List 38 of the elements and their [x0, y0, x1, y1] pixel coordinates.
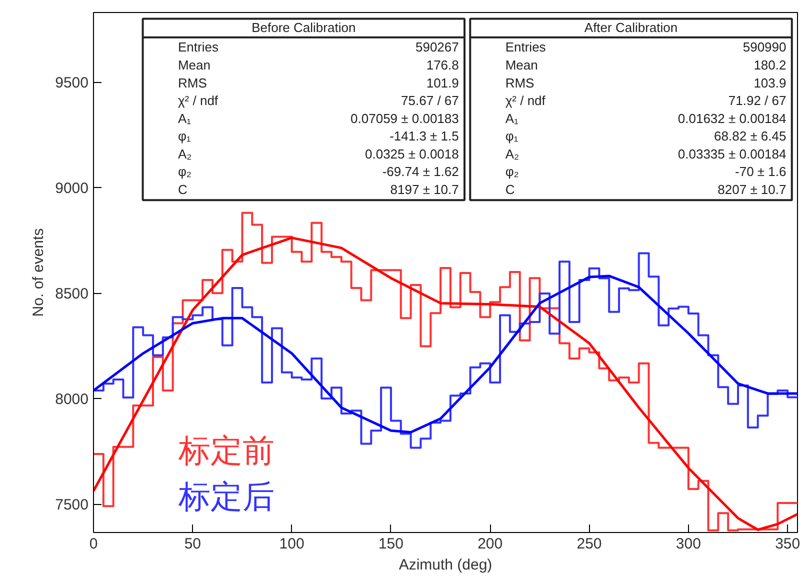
x-tick-label: 50 [184, 536, 201, 552]
y-axis-title: No. of events [30, 228, 48, 317]
text: φ₂ -69.74 ± 1.62 [178, 164, 459, 180]
text: A₁ 0.07059 ± 0.00183 [178, 110, 459, 126]
text: χ² / ndf 71.92 / 67 [505, 93, 786, 108]
x-tick-label: 300 [676, 536, 701, 552]
text: 标定后 [178, 478, 274, 514]
x-tick-label: 200 [478, 536, 503, 552]
x-tick-label: 250 [576, 536, 602, 552]
y-tick-label: 8500 [55, 286, 89, 303]
text: Entries 590267 [178, 40, 459, 55]
y-tick-label: 8000 [55, 391, 89, 408]
text: φ₁ 68.82 ± 6.45 [505, 128, 786, 144]
text: C 8207 ± 10.7 [505, 182, 786, 197]
y-tick-label: 9500 [55, 74, 89, 92]
x-axis-title: Azimuth (deg) [398, 556, 492, 574]
text: Mean 180.2 [505, 57, 786, 72]
annotation: Before Calibration [252, 20, 356, 36]
x-tick-label: 350 [775, 536, 800, 552]
y-tick-label: 9000 [55, 180, 89, 198]
text: Entries 590990 [505, 40, 786, 55]
text: A₂ 0.0325 ± 0.0018 [178, 146, 459, 162]
line-series [94, 274, 798, 434]
y-tick-label: 7500 [55, 496, 89, 514]
text: RMS 101.9 [178, 75, 459, 90]
series-label: 标定前 [178, 432, 274, 468]
annotation: After Calibration [584, 20, 678, 36]
x-tick-label: 0 [89, 536, 98, 552]
text: χ² / ndf 75.67 / 67 [178, 93, 459, 108]
text: RMS 103.9 [505, 75, 786, 90]
text: φ₂ -70 ± 1.6 [505, 164, 786, 180]
text: Mean 176.8 [178, 57, 459, 72]
text: C 8197 ± 10.7 [178, 182, 459, 197]
x-tick-label: 150 [378, 536, 404, 552]
x-tick-label: 100 [279, 536, 304, 552]
text: A₁ 0.01632 ± 0.00184 [505, 110, 786, 126]
text: φ₁ -141.3 ± 1.5 [178, 128, 459, 144]
text: A₂ 0.03335 ± 0.00184 [505, 146, 786, 162]
